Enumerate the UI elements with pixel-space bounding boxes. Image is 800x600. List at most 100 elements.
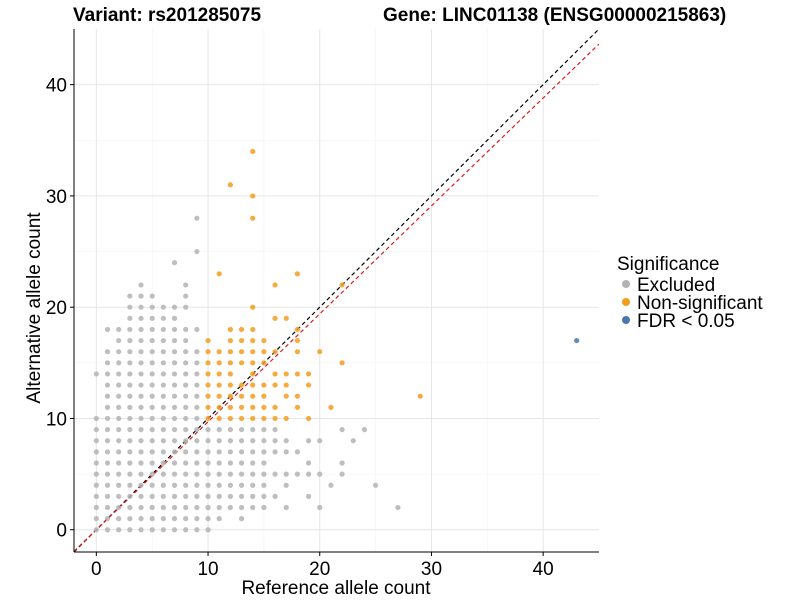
- data-point: [171, 260, 178, 266]
- series-excluded: [93, 215, 401, 533]
- data-point: [127, 337, 133, 344]
- data-point: [272, 371, 278, 377]
- data-point: [183, 415, 189, 422]
- data-point: [171, 449, 178, 455]
- data-point: [238, 337, 245, 344]
- data-point: [194, 404, 200, 410]
- data-point: [149, 415, 155, 422]
- data-point: [127, 293, 133, 299]
- data-point: [171, 460, 178, 466]
- data-point: [194, 449, 200, 455]
- data-point: [116, 393, 122, 399]
- data-point: [116, 337, 122, 344]
- data-point: [305, 415, 312, 422]
- data-point: [183, 493, 189, 499]
- data-points: [93, 148, 580, 533]
- data-point: [294, 271, 301, 277]
- data-point: [160, 349, 166, 355]
- data-point: [294, 449, 301, 455]
- data-point: [171, 527, 178, 533]
- data-point: [205, 449, 211, 455]
- data-point: [160, 493, 166, 499]
- data-point: [227, 360, 233, 366]
- data-point: [93, 449, 99, 455]
- data-point: [160, 482, 166, 488]
- data-point: [171, 471, 178, 477]
- axes: 0 10 20 30 40 0 10 20 30 40: [46, 29, 599, 580]
- data-point: [216, 271, 222, 277]
- data-point: [160, 426, 166, 433]
- data-point: [138, 471, 144, 477]
- y-tick-label: 30: [46, 187, 67, 208]
- data-point: [183, 404, 189, 410]
- data-point: [104, 382, 111, 388]
- data-point: [138, 304, 144, 310]
- data-point: [127, 482, 133, 488]
- x-tick-label: 20: [309, 559, 330, 580]
- data-point: [317, 471, 323, 477]
- data-point: [216, 415, 222, 422]
- data-point: [183, 337, 189, 344]
- data-point: [160, 516, 166, 522]
- data-point: [138, 326, 144, 333]
- data-point: [116, 493, 122, 499]
- y-tick-label: 20: [46, 298, 67, 319]
- data-point: [205, 460, 211, 466]
- data-point: [261, 471, 267, 477]
- x-axis-title: Reference allele count: [241, 578, 431, 599]
- data-point: [205, 438, 211, 444]
- data-point: [250, 426, 256, 433]
- data-point: [205, 360, 211, 366]
- data-point: [205, 426, 211, 433]
- data-point: [116, 516, 122, 522]
- data-point: [149, 393, 155, 399]
- data-point: [160, 504, 166, 511]
- data-point: [127, 360, 133, 366]
- data-point: [138, 438, 144, 444]
- data-point: [127, 304, 133, 310]
- data-point: [238, 482, 245, 488]
- data-point: [238, 449, 245, 455]
- data-point: [205, 337, 211, 344]
- data-point: [138, 504, 144, 511]
- data-point: [160, 393, 166, 399]
- legend-key: [622, 280, 630, 288]
- data-point: [238, 415, 245, 422]
- data-point: [116, 449, 122, 455]
- data-point: [216, 349, 222, 355]
- data-point: [183, 349, 189, 355]
- data-point: [93, 471, 99, 477]
- data-point: [227, 482, 233, 488]
- data-point: [104, 371, 111, 377]
- data-point: [104, 493, 111, 499]
- data-point: [127, 449, 133, 455]
- data-point: [294, 326, 301, 333]
- data-point: [250, 304, 256, 310]
- data-point: [250, 326, 256, 333]
- data-point: [294, 371, 301, 377]
- data-point: [350, 438, 356, 444]
- data-point: [149, 349, 155, 355]
- data-point: [138, 293, 144, 299]
- reference-line-identity: [74, 29, 599, 552]
- data-point: [227, 326, 233, 333]
- data-point: [339, 460, 345, 466]
- data-point: [227, 438, 233, 444]
- data-point: [227, 471, 233, 477]
- data-point: [171, 404, 178, 410]
- data-point: [183, 504, 189, 511]
- x-tick-label: 30: [421, 559, 442, 580]
- data-point: [149, 426, 155, 433]
- data-point: [361, 426, 368, 433]
- data-point: [305, 382, 312, 388]
- data-point: [127, 315, 133, 321]
- data-point: [93, 460, 99, 466]
- data-point: [149, 371, 155, 377]
- data-point: [171, 360, 178, 366]
- data-point: [372, 482, 379, 488]
- data-point: [272, 315, 278, 321]
- data-point: [171, 315, 178, 321]
- data-point: [171, 493, 178, 499]
- data-point: [272, 493, 278, 499]
- data-point: [194, 371, 200, 377]
